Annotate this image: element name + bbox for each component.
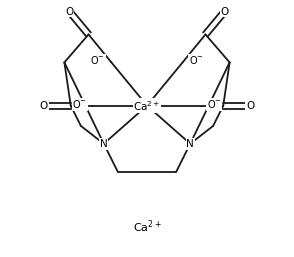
Text: O: O <box>246 101 254 111</box>
Text: O$^{-}$: O$^{-}$ <box>73 98 87 110</box>
Text: N: N <box>100 139 108 149</box>
Text: Ca$^{2+}$: Ca$^{2+}$ <box>133 99 161 113</box>
Text: N: N <box>186 139 194 149</box>
Text: O: O <box>65 7 74 16</box>
Text: O: O <box>40 101 48 111</box>
Text: O: O <box>220 7 229 16</box>
Text: Ca$^{2+}$: Ca$^{2+}$ <box>133 218 161 235</box>
Text: O$^{-}$: O$^{-}$ <box>189 54 204 66</box>
Text: O$^{-}$: O$^{-}$ <box>90 54 105 66</box>
Text: O$^{-}$: O$^{-}$ <box>207 98 221 110</box>
